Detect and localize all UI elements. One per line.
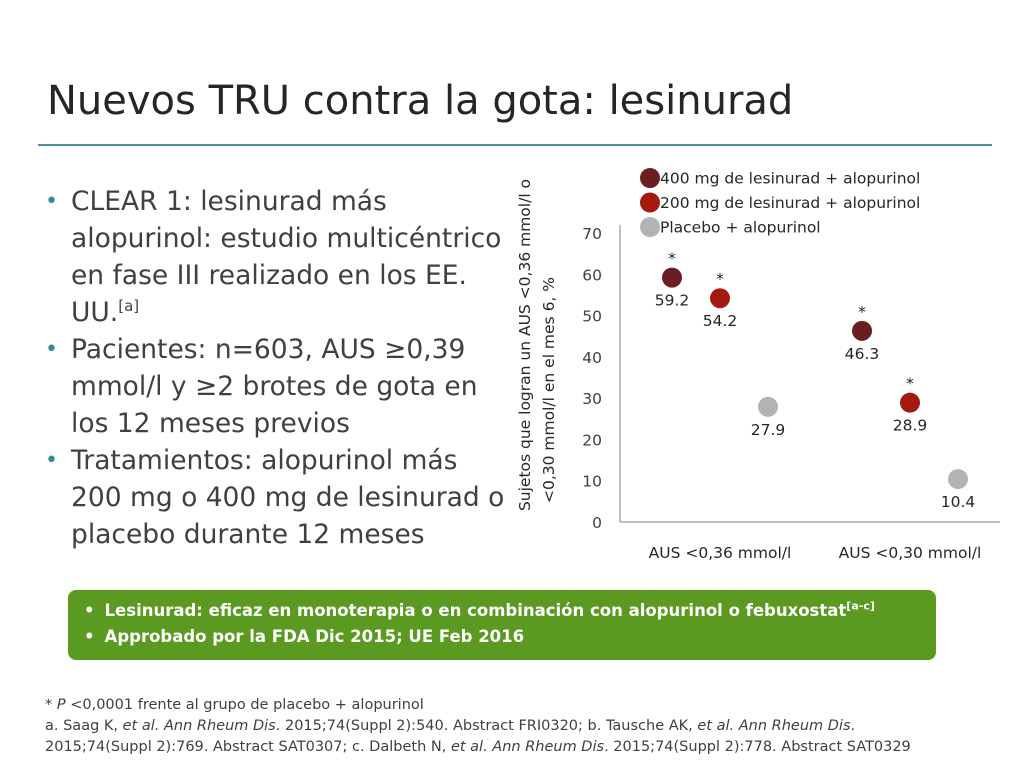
footnote-references: a. Saag K, et al. Ann Rheum Dis. 2015;74…	[45, 718, 856, 734]
bullet-dot: •	[45, 189, 58, 214]
bullet-text: Tratamientos: alopurinol más 200 mg o 40…	[71, 445, 505, 550]
footnote-references-cont: 2015;74(Suppl 2):769. Abstract SAT0307; …	[45, 739, 911, 755]
highlight-ref: [a-c]	[846, 599, 875, 613]
bullet-item: • CLEAR 1: lesinurad más alopurinol: est…	[45, 183, 505, 331]
data-label: 54.2	[703, 312, 738, 330]
data-label: 27.9	[751, 421, 786, 439]
x-category-label: AUS <0,36 mmol/l	[649, 544, 792, 562]
highlight-text: Lesinurad: eficaz en monoterapia o en co…	[104, 601, 847, 620]
data-label: 28.9	[893, 417, 928, 435]
data-label: 46.3	[845, 345, 880, 363]
legend-label: Placebo + alopurinol	[660, 219, 821, 237]
bullet-dot: •	[45, 337, 58, 362]
highlight-item: • Lesinurad: eficaz en monoterapia o en c…	[84, 598, 936, 624]
data-label: 59.2	[655, 292, 690, 310]
footnotes: * P <0,0001 frente al grupo de placebo +…	[45, 695, 1020, 758]
bullet-text: CLEAR 1: lesinurad más alopurinol: estud…	[71, 186, 502, 328]
y-tick-label: 20	[582, 431, 602, 449]
highlight-box: • Lesinurad: eficaz en monoterapia o en c…	[68, 590, 936, 660]
slide-title: Nuevos TRU contra la gota: lesinurad	[47, 78, 794, 124]
significance-marker: *	[858, 303, 866, 321]
y-tick-label: 70	[582, 225, 602, 243]
legend-marker	[640, 192, 660, 213]
title-divider	[38, 144, 992, 146]
y-tick-label: 10	[582, 473, 602, 491]
data-point	[758, 396, 778, 417]
data-point	[662, 267, 682, 288]
y-axis-label-line1: Sujetos que logran un AUS <0,36 mmol/l o	[516, 179, 534, 511]
bullet-item: • Pacientes: n=603, AUS ≥0,39 mmol/l y ≥…	[45, 331, 505, 442]
legend-marker	[640, 217, 660, 237]
highlight-text: Approbado por la FDA Dic 2015; UE Feb 20…	[104, 627, 525, 646]
bullet-ref: [a]	[118, 297, 140, 316]
plot-area: 0 10 20 30 40 50 60 70 AUS <0,36 mmol/l AUS <0,30…	[582, 225, 1000, 562]
significance-marker: *	[668, 250, 676, 268]
highlight-item: • Approbado por la FDA Dic 2015; UE Feb 2…	[84, 624, 936, 650]
y-tick-label: 30	[582, 390, 602, 408]
footnote-significance: * P <0,0001 frente al grupo de placebo +…	[45, 697, 424, 713]
data-point	[900, 392, 920, 413]
legend-marker	[640, 168, 660, 188]
bullet-text: Pacientes: n=603, AUS ≥0,39 mmol/l y ≥2 …	[71, 334, 478, 439]
legend-label: 400 mg de lesinurad + alopurinol	[660, 170, 920, 188]
data-label: 10.4	[941, 493, 976, 511]
data-point	[948, 469, 968, 490]
y-tick-label: 0	[592, 514, 602, 532]
y-tick-label: 60	[582, 266, 602, 284]
y-tick-label: 50	[582, 308, 602, 326]
significance-marker: *	[906, 375, 914, 393]
significance-marker: *	[716, 270, 724, 288]
bullet-dot: •	[84, 627, 95, 646]
chart-legend: 400 mg de lesinurad + alopurinol 200 mg d…	[640, 168, 920, 237]
bullet-dot: •	[45, 448, 58, 473]
data-point	[710, 288, 730, 309]
data-point	[852, 320, 872, 341]
bullet-list: • CLEAR 1: lesinurad más alopurinol: est…	[45, 183, 505, 553]
bullet-dot: •	[84, 601, 95, 620]
bullet-item: • Tratamientos: alopurinol más 200 mg o …	[45, 442, 505, 553]
legend-label: 200 mg de lesinurad + alopurinol	[660, 194, 920, 212]
y-axis-label-line2: <0,30 mmol/l en el mes 6, %	[540, 277, 558, 503]
results-chart: Sujetos que logran un AUS <0,36 mmol/l o…	[516, 168, 1000, 562]
x-category-label: AUS <0,30 mmol/l	[839, 544, 982, 562]
y-tick-label: 40	[582, 349, 602, 367]
